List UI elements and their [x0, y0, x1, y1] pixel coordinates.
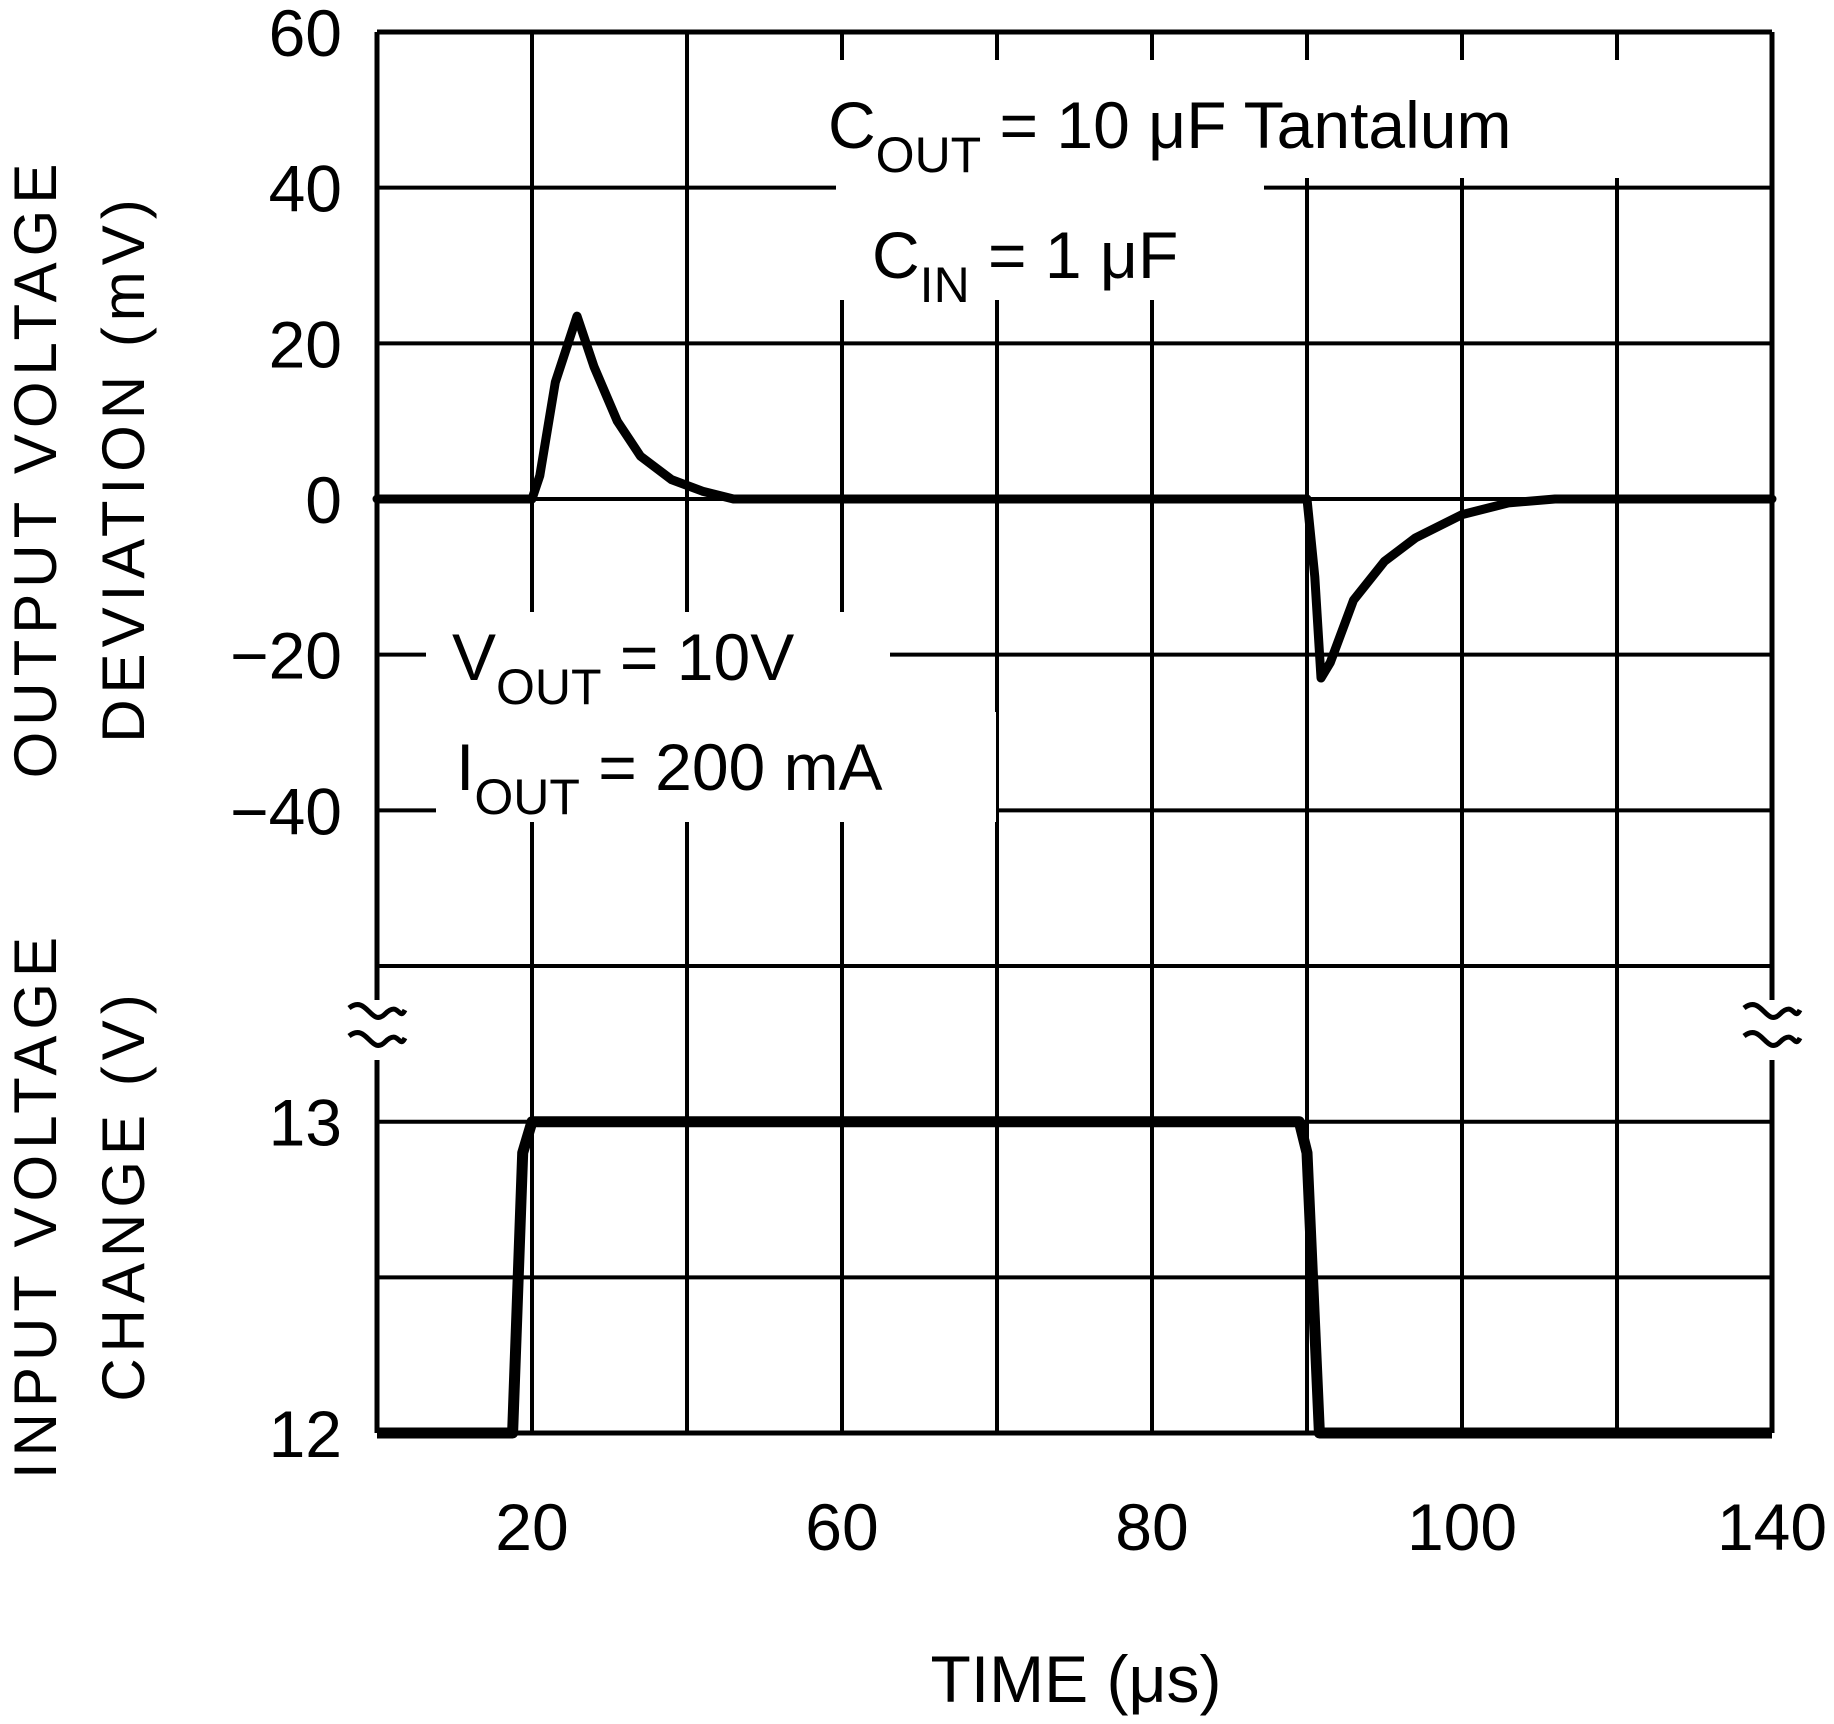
annotation-cout: COUT = 10 μF Tantalum: [828, 88, 1511, 183]
annotation-vout: VOUT = 10V: [452, 620, 794, 715]
top-ylabel-line1: OUTPUT VOLTAGE: [2, 158, 69, 779]
x-tick-label: 100: [1407, 1490, 1517, 1564]
y-tick-label-top: 20: [269, 307, 342, 381]
y-tick-label-bottom: 13: [269, 1086, 342, 1160]
annotation-cin: CIN = 1 μF: [872, 218, 1178, 313]
annotation-bg-iout: [436, 712, 996, 822]
axis-break-icon: [1742, 1030, 1803, 1048]
axis-break-icon: [347, 1030, 408, 1048]
y-tick-label-top: −20: [230, 619, 342, 693]
annotation-iout: IOUT = 200 mA: [456, 730, 883, 825]
y-tick-label-top: −40: [230, 774, 342, 848]
x-tick-label: 140: [1717, 1490, 1827, 1564]
annotation-bg-cin: [836, 178, 1264, 300]
y-tick-label-bottom: 12: [269, 1397, 342, 1471]
bottom-ylabel-line1: INPUT VOLTAGE: [2, 931, 69, 1479]
x-tick-label: 80: [1115, 1490, 1188, 1564]
y-tick-label-top: 60: [269, 0, 342, 70]
series-group: [372, 311, 1777, 1439]
x-tick-label: 60: [805, 1490, 878, 1564]
y-tick-label-top: 40: [269, 152, 342, 226]
tick-labels: 60 40 20 0 −20 −40 13 12 20 60 80 100 140: [230, 0, 1827, 1564]
axis-break-marks: [347, 1000, 1803, 1060]
axis-break-icon: [1742, 1002, 1803, 1020]
annotation-bg-vout: [426, 612, 890, 712]
annotation-backgrounds: [426, 60, 1686, 822]
axis-break-icon: [347, 1002, 408, 1020]
input-voltage-change-line: [377, 1116, 1772, 1439]
output-voltage-deviation-line: [372, 311, 1777, 683]
x-axis-label: TIME (μs): [931, 1642, 1222, 1716]
annotation-bg-cout: [808, 60, 1686, 178]
y-tick-label-top: 0: [305, 463, 342, 537]
top-ylabel-line2: DEVIATION (mV): [90, 193, 157, 743]
bottom-ylabel-line2: CHANGE (V): [90, 988, 157, 1401]
x-tick-label: 20: [495, 1490, 568, 1564]
